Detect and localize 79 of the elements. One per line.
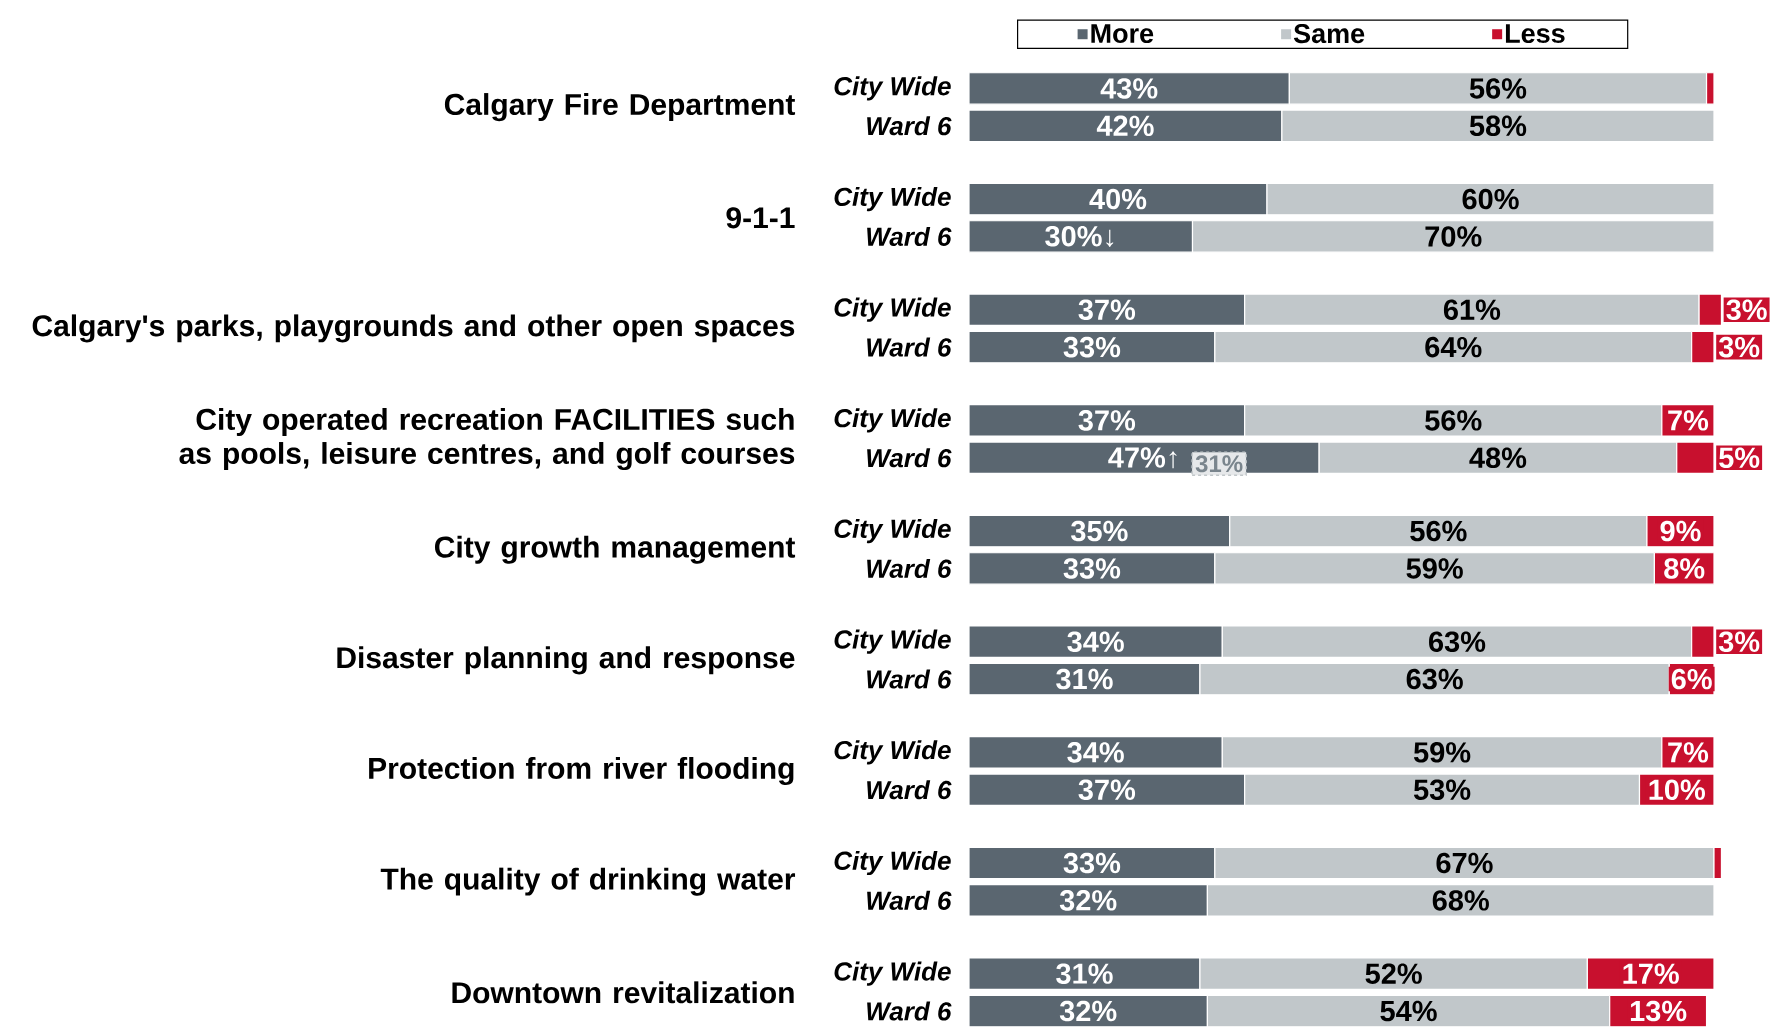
data-label: 3% <box>1718 336 1760 358</box>
text: Calgary's parks, playgrounds and other open spaces <box>32 314 795 343</box>
data-label: 53% <box>1413 779 1471 801</box>
legend-label: More <box>1091 24 1154 44</box>
y-tick-label: Ward 6 <box>867 116 952 136</box>
data-label: 63% <box>1429 631 1486 652</box>
legend-label: Same <box>1293 24 1365 44</box>
data-label: 32% <box>1059 1000 1117 1022</box>
data-label: 56% <box>1410 520 1467 542</box>
y-tick-label: City Wide <box>834 76 951 101</box>
data-label: 48% <box>1469 447 1527 469</box>
data-label: 32% <box>1059 890 1117 911</box>
y-tick-label: City Wide <box>834 297 951 322</box>
y-tick-label: City Wide <box>834 629 951 654</box>
data-label: 70% <box>1425 226 1482 247</box>
data-label: 52% <box>1365 963 1422 984</box>
data-label: 54% <box>1380 1000 1437 1022</box>
y-tick-label: Ward 6 <box>867 669 952 689</box>
data-label: 37% <box>1078 299 1136 321</box>
data-label: 17% <box>1623 963 1679 984</box>
data-label: 64% <box>1425 336 1482 358</box>
data-label: 43% <box>1100 78 1158 99</box>
data-label: 59% <box>1413 742 1471 763</box>
data-label: 60% <box>1462 188 1519 210</box>
data-label: 34% <box>1067 742 1124 763</box>
y-tick-label: City Wide <box>834 850 951 876</box>
y-tick-label: Ward 6 <box>867 890 952 910</box>
text: Protection from river flooding <box>369 757 794 786</box>
data-label: 56% <box>1425 410 1482 431</box>
data-label: 10% <box>1649 779 1705 800</box>
data-label: 8% <box>1664 558 1705 579</box>
text: City operated recreation FACILITIES such as pools, leisure centres, and golf courses <box>179 408 795 471</box>
data-label: 56% <box>1469 78 1527 99</box>
data-label: 13% <box>1630 1000 1687 1022</box>
data-label: 7% <box>1668 742 1709 763</box>
data-label: 3% <box>1726 299 1767 321</box>
annotation: 31% <box>1195 455 1243 473</box>
data-label: 37% <box>1078 779 1136 801</box>
data-label: 63% <box>1406 668 1463 690</box>
data-label: 31% <box>1056 668 1113 690</box>
data-label: 67% <box>1436 852 1493 874</box>
y-tick-label: Ward 6 <box>867 1001 952 1021</box>
data-label: 33% <box>1063 336 1121 358</box>
data-label: 61% <box>1443 299 1501 320</box>
y-tick-label: City Wide <box>834 961 951 986</box>
text: 9-1-1 <box>726 207 795 229</box>
data-label: 37% <box>1078 410 1136 431</box>
data-label: 30%↓ <box>1045 225 1114 248</box>
data-label: 3% <box>1718 631 1760 652</box>
y-tick-label: City Wide <box>834 186 951 212</box>
text: The quality of drinking water <box>380 867 796 896</box>
data-label: 33% <box>1063 852 1121 874</box>
y-tick-label: Ward 6 <box>867 558 952 578</box>
y-tick-label: Ward 6 <box>867 448 952 468</box>
data-label: 5% <box>1719 447 1760 468</box>
data-label: 47%↑ <box>1108 447 1177 469</box>
data-label: 34% <box>1067 631 1124 652</box>
data-label: 40% <box>1089 188 1147 210</box>
y-tick-label: City Wide <box>834 518 951 544</box>
data-label: 31% <box>1056 963 1113 984</box>
data-label: 35% <box>1071 520 1128 542</box>
data-label: 7% <box>1668 410 1709 431</box>
legend-label: Less <box>1505 24 1565 44</box>
y-tick-label: City Wide <box>834 408 951 433</box>
data-label: 68% <box>1432 890 1489 911</box>
data-label: 58% <box>1469 115 1527 137</box>
data-label: 6% <box>1671 668 1712 690</box>
data-label: 9% <box>1660 520 1701 542</box>
y-tick-label: City Wide <box>834 740 951 765</box>
y-tick-label: Ward 6 <box>867 226 952 247</box>
data-label: 59% <box>1406 558 1463 579</box>
text: Disaster planning and response <box>337 646 795 675</box>
data-label: 42% <box>1096 115 1154 137</box>
text: Downtown revitalization <box>452 981 794 1004</box>
y-tick-label: Ward 6 <box>867 780 952 800</box>
y-tick-label: Ward 6 <box>867 337 952 357</box>
data-label: 33% <box>1063 558 1121 579</box>
text: City growth management <box>434 535 796 564</box>
text: Calgary Fire Department <box>444 93 796 122</box>
